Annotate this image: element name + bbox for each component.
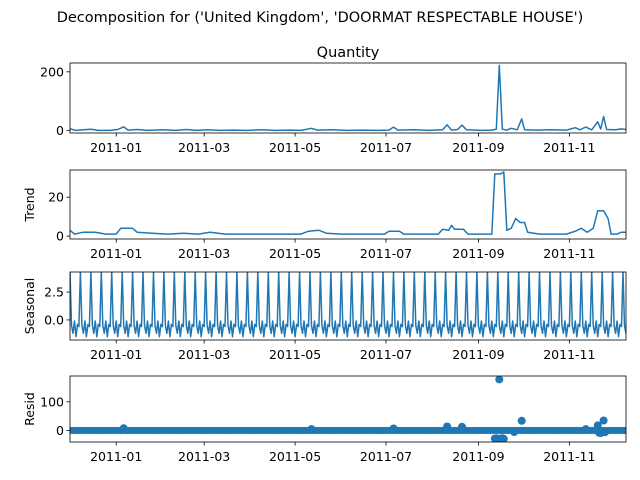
resid-point xyxy=(119,424,128,433)
x-tick-label: 2011-09 xyxy=(452,449,504,464)
figure-suptitle: Decomposition for ('United Kingdom', 'DO… xyxy=(57,10,584,26)
resid-point xyxy=(458,422,466,431)
series-line xyxy=(70,171,626,235)
panel-1: 0 200 2011-01 2011-03 2011-05 2011-07 2011-09 2… xyxy=(40,45,627,155)
y-tick-label: 0 xyxy=(56,423,64,438)
y-axis-label: Trend xyxy=(22,187,37,222)
resid-point xyxy=(443,422,452,431)
series-line xyxy=(70,64,626,132)
x-tick-label: 2011-03 xyxy=(178,246,230,261)
y-tick-label: 100 xyxy=(40,394,64,409)
x-tick-label: 2011-03 xyxy=(178,449,230,464)
x-tick-label: 2011-05 xyxy=(269,449,321,464)
axes-frame xyxy=(69,169,627,240)
x-tick-label: 2011-01 xyxy=(90,246,142,261)
resid-point xyxy=(307,425,316,434)
x-tick-label: 2011-05 xyxy=(269,140,321,155)
panel-title: Quantity xyxy=(317,45,380,61)
plot-area xyxy=(70,376,626,442)
panel-4: 0 100 2011-01 2011-03 2011-05 2011-07 2011-09 2… xyxy=(22,375,627,464)
resid-point xyxy=(495,376,504,384)
plot-area xyxy=(70,64,626,132)
x-tick-label: 2011-07 xyxy=(360,347,412,362)
resid-point xyxy=(510,428,519,436)
axes-frame xyxy=(69,62,627,134)
x-tick-label: 2011-01 xyxy=(90,449,142,464)
x-tick-label: 2011-03 xyxy=(178,140,230,155)
resid-point xyxy=(620,426,626,435)
y-tick-label: 200 xyxy=(40,64,64,79)
y-tick-label: 0.0 xyxy=(44,312,64,327)
resid-point xyxy=(601,428,610,437)
resid-point xyxy=(581,425,590,434)
y-tick-label: 2.5 xyxy=(44,285,64,300)
plot-area xyxy=(70,171,626,235)
resid-point xyxy=(517,416,526,425)
resid-point xyxy=(599,416,608,425)
y-tick-label: 0 xyxy=(56,123,64,138)
y-axis-label: Resid xyxy=(22,392,37,426)
panel-2: 0 20 2011-01 2011-03 2011-05 2011-07 2011-09 20… xyxy=(22,169,627,261)
resid-point xyxy=(389,424,398,433)
y-tick-label: 20 xyxy=(48,190,64,205)
x-tick-label: 2011-09 xyxy=(452,347,504,362)
x-tick-label: 2011-07 xyxy=(360,140,412,155)
x-tick-label: 2011-11 xyxy=(543,140,595,155)
resid-point xyxy=(499,434,508,442)
x-tick-label: 2011-09 xyxy=(452,246,504,261)
x-tick-label: 2011-07 xyxy=(360,449,412,464)
x-tick-label: 2011-09 xyxy=(452,140,504,155)
seasonal-line xyxy=(70,272,626,338)
axes-frame xyxy=(69,375,627,443)
y-tick-label: 0 xyxy=(56,229,64,244)
y-axis-label: Seasonal xyxy=(22,278,37,335)
axes-frame xyxy=(69,271,627,341)
plot-area xyxy=(70,272,626,338)
x-tick-label: 2011-11 xyxy=(543,246,595,261)
x-tick-label: 2011-05 xyxy=(269,246,321,261)
x-tick-label: 2011-05 xyxy=(269,347,321,362)
x-tick-label: 2011-01 xyxy=(90,347,142,362)
x-tick-label: 2011-07 xyxy=(360,246,412,261)
x-tick-label: 2011-11 xyxy=(543,347,595,362)
x-tick-label: 2011-11 xyxy=(543,449,595,464)
x-tick-label: 2011-03 xyxy=(178,347,230,362)
x-tick-label: 2011-01 xyxy=(90,140,142,155)
resid-point xyxy=(593,421,602,430)
panel-3: 0.0 2.5 2011-01 2011-03 2011-05 2011-07 2011-0… xyxy=(22,271,627,362)
